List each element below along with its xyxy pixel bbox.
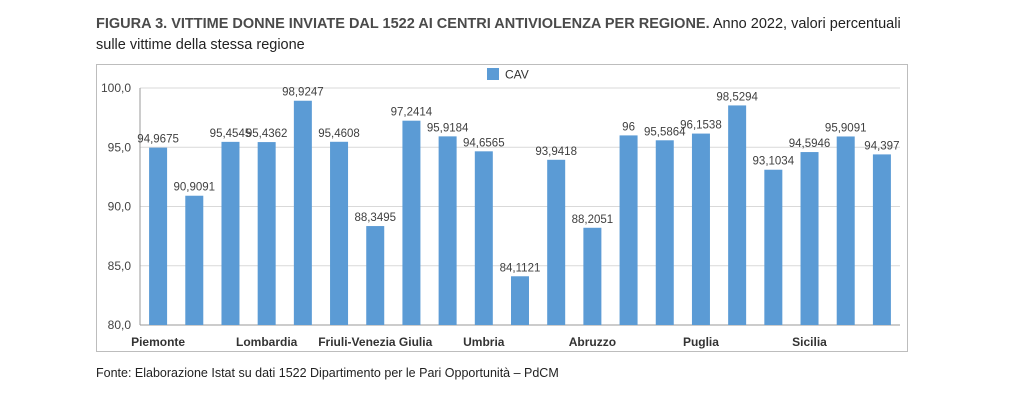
bar: [366, 226, 385, 325]
data-label: 97,2414: [391, 107, 433, 119]
category-label: Piemonte: [131, 335, 185, 349]
data-label: 93,9418: [535, 146, 577, 158]
bar: [583, 227, 602, 325]
data-label: 95,4545: [210, 128, 252, 140]
bar: [511, 276, 529, 325]
bar: [691, 133, 710, 325]
data-label: 95,9091: [825, 122, 867, 134]
y-tick-label: 100,0: [101, 81, 131, 95]
data-label: 88,3495: [354, 212, 396, 224]
data-label: 95,4608: [318, 128, 360, 140]
data-label: 95,4362: [246, 128, 288, 140]
bar: [293, 100, 312, 325]
legend-label: CAV: [505, 68, 529, 82]
data-label: 93,1034: [753, 156, 795, 168]
data-label: 84,1121: [500, 262, 541, 274]
category-label: Abruzzo: [569, 335, 616, 349]
bar: [257, 142, 276, 325]
category-label: Puglia: [683, 335, 719, 349]
data-label: 98,5294: [716, 91, 758, 103]
data-label: 94,9675: [137, 134, 179, 146]
data-label: 98,9247: [282, 87, 324, 99]
bar: [619, 135, 638, 325]
y-tick-label: 80,0: [108, 318, 132, 332]
chart-frame: [96, 64, 908, 352]
bar: [836, 136, 855, 325]
data-label: 95,5864: [644, 126, 686, 138]
bar: [330, 141, 349, 325]
y-tick-label: 85,0: [108, 259, 132, 273]
figure-title: FIGURA 3. VITTIME DONNE INVIATE DAL 1522…: [96, 14, 926, 56]
y-tick-label: 90,0: [108, 200, 132, 214]
bar: [655, 140, 674, 325]
y-tick-label: 95,0: [108, 140, 132, 154]
figure-title-rest: Anno 2022, valori percentuali sulle vitt…: [96, 16, 901, 53]
data-label: 94,397: [864, 140, 899, 152]
data-label: 90,9091: [173, 182, 215, 194]
bar: [474, 151, 493, 325]
category-label: Umbria: [463, 335, 505, 349]
bar: [402, 120, 421, 325]
data-label: 96,1538: [680, 120, 722, 132]
bar: [547, 159, 566, 325]
legend-swatch: [487, 68, 499, 80]
figure-title-bold: FIGURA 3. VITTIME DONNE INVIATE DAL 1522…: [96, 16, 710, 32]
bar: [728, 105, 747, 326]
bar: [185, 195, 204, 325]
data-label: 96: [622, 121, 635, 133]
bar: [800, 152, 819, 325]
bar: [221, 141, 240, 325]
category-label: Lombardia: [236, 335, 298, 349]
category-label: Sicilia: [792, 335, 827, 349]
bar: [764, 169, 783, 325]
bar: [149, 147, 168, 325]
data-label: 94,5946: [789, 138, 831, 150]
bar: [438, 136, 457, 325]
category-label: Friuli-Venezia Giulia: [318, 335, 432, 349]
data-label: 95,9184: [427, 122, 469, 134]
data-label: 94,6565: [463, 137, 505, 149]
data-label: 88,2051: [572, 214, 614, 226]
source-note: Fonte: Elaborazione Istat su dati 1522 D…: [96, 366, 559, 380]
bar: [872, 154, 891, 325]
